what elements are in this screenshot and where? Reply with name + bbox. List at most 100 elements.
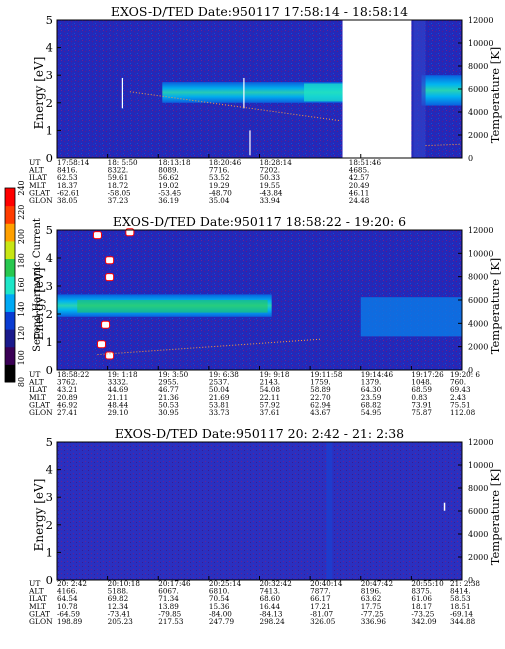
ephemeris-cell: 46.92 [57, 400, 78, 409]
colorbar-tick-label: 160 [17, 277, 26, 292]
thermal-band [421, 75, 462, 106]
ephemeris-cell: 37.61 [260, 408, 281, 417]
ephemeris-cell: 62.94 [310, 400, 331, 409]
ephemeris-cell: 64.54 [57, 594, 78, 603]
ephemeris-cell: 35.04 [209, 196, 230, 205]
ephemeris-cell: 10.78 [57, 602, 78, 611]
ephemeris-cell: -84.13 [260, 609, 283, 618]
ephemeris-cell: 53.52 [209, 173, 230, 182]
ephemeris-cell: 20:25:14 [209, 579, 242, 588]
ephemeris-cell: 17:58:14 [57, 158, 90, 167]
y-tick-label: 3 [46, 68, 53, 82]
y2-tick-label: 6000 [468, 507, 488, 516]
y-tick-label: 4 [46, 41, 53, 55]
panel-title: EXOS-D/TED Date:950117 17:58:14 - 18:58:… [111, 4, 408, 19]
ephemeris-cell: 0.83 [411, 393, 427, 402]
ephemeris-cell: 75.87 [411, 408, 432, 417]
ephemeris-cell: 57.92 [260, 400, 281, 409]
saturation-blob [105, 273, 115, 282]
ephemeris-cell: 344.88 [450, 617, 476, 626]
ephemeris-cell: 64.30 [361, 385, 382, 394]
ephemeris-cell: 63.62 [361, 594, 382, 603]
ephemeris-cell: 8416. [57, 166, 78, 175]
spike-mark [121, 77, 123, 109]
data-gap [342, 20, 412, 158]
ephemeris-cell: 13.89 [158, 602, 179, 611]
ephemeris-cell: 43.21 [57, 385, 78, 394]
ephemeris-cell: 3332. [108, 378, 129, 387]
ephemeris-cell: 17.75 [361, 602, 382, 611]
ephemeris-cell: 342.09 [411, 617, 437, 626]
ephemeris-cell: 71.34 [158, 594, 179, 603]
ephemeris-cell: 61.06 [411, 594, 432, 603]
y2-tick-label: 8000 [468, 62, 488, 71]
ephemeris-cell: 336.96 [361, 617, 387, 626]
y-tick-label: 4 [46, 463, 53, 477]
ephemeris-cell: 50.53 [158, 400, 179, 409]
y2-tick-label: 4000 [468, 530, 488, 539]
colorbar-cell [5, 364, 15, 383]
ephemeris-cell: 298.24 [260, 617, 286, 626]
y-tick-label: 5 [46, 435, 53, 449]
y-tick-label: 4 [46, 251, 53, 265]
y-tick-label: 2 [46, 518, 53, 532]
ephemeris-cell: 37.23 [108, 196, 129, 205]
ephemeris-cell: 22.70 [310, 393, 331, 402]
ephemeris-cell: 33.94 [260, 196, 281, 205]
ephemeris-cell: 50.33 [260, 173, 281, 182]
spectrogram-panel-3: EXOS-D/TED Date:950117 20: 2:42 - 21: 2:… [28, 426, 502, 626]
y-tick-label: 5 [46, 223, 53, 237]
ephemeris-cell: 68.60 [260, 594, 281, 603]
ephemeris-cell: 33.73 [209, 408, 230, 417]
ephemeris-cell: 12.34 [108, 602, 129, 611]
ephemeris-cell: 59.61 [108, 173, 129, 182]
ephemeris-cell: -64.59 [57, 609, 80, 618]
ephemeris-cell: 18:13:18 [158, 158, 191, 167]
thermal-band-core [304, 83, 343, 102]
ephemeris-cell: 69.43 [450, 385, 471, 394]
ephemeris-cell: 43.67 [310, 408, 331, 417]
y-tick-label: 3 [46, 279, 53, 293]
colorbar-cell [5, 240, 15, 260]
ephemeris-cell: 19: 9:18 [260, 370, 290, 379]
ephemeris-cell: 4166. [57, 587, 78, 596]
colorbar-cell [5, 188, 15, 207]
y-axis-label: Energy [eV] [32, 57, 46, 130]
colorbar-tick-label: 120 [17, 326, 26, 341]
ephemeris-cell: 18:58:22 [57, 370, 89, 379]
ephemeris-cell: 19:11:58 [310, 370, 343, 379]
colorbar-tick-label: 80 [17, 377, 26, 387]
ephemeris-cell: 58.53 [450, 594, 471, 603]
ephemeris-cell: 7413. [260, 587, 281, 596]
ephemeris-cell: 24.48 [349, 196, 370, 205]
ephemeris-cell: 15.36 [209, 602, 230, 611]
ephemeris-cell: 42.57 [349, 173, 370, 182]
ephemeris-cell: 30.95 [158, 408, 179, 417]
ephemeris-cell: 70.54 [209, 594, 230, 603]
ephemeris-cell: -81.07 [310, 609, 333, 618]
ephemeris-cell: -43.84 [260, 188, 283, 197]
ephemeris-cell: 7877. [310, 587, 331, 596]
ephemeris-cell: -53.45 [158, 188, 181, 197]
ephemeris-cell: 7202. [260, 166, 281, 175]
y-tick-label: 2 [46, 307, 53, 321]
ephemeris-cell: -79.85 [158, 609, 181, 618]
ephemeris-row-label: UT [29, 158, 40, 167]
ephemeris-cell: 50.04 [209, 385, 230, 394]
spike-mark [443, 502, 446, 511]
ephemeris-cell: 44.69 [108, 385, 129, 394]
colorbar-tick-label: 220 [17, 205, 26, 220]
ephemeris-cell: 36.19 [158, 196, 179, 205]
colorbar-cell [5, 329, 15, 348]
saturation-blob [105, 351, 115, 360]
y-tick-label: 3 [46, 490, 53, 504]
thermal-patch [360, 297, 462, 337]
saturation-blob [105, 256, 115, 265]
spectrogram-background [57, 442, 462, 580]
y-tick-label: 0 [46, 573, 53, 587]
ephemeris-cell: 66.17 [310, 594, 331, 603]
ephemeris-cell: 19:14:46 [361, 370, 394, 379]
spectrogram-stripe [413, 20, 426, 158]
spike-mark [249, 130, 251, 156]
y2-tick-label: 4000 [468, 319, 488, 328]
